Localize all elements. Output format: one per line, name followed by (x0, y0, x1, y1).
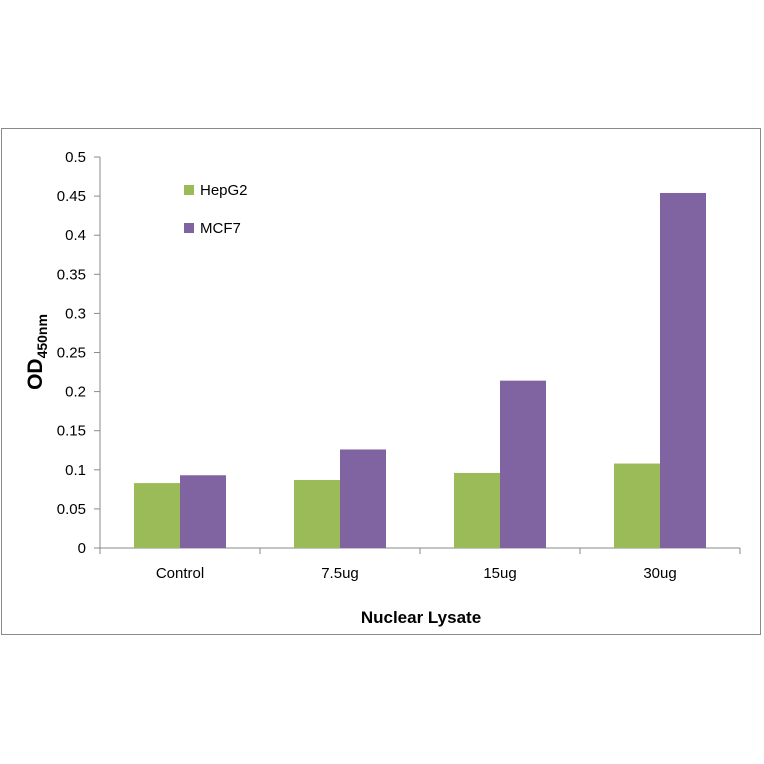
y-tick-label: 0.05 (57, 501, 86, 518)
x-tick-label: 30ug (643, 565, 676, 582)
bar-mcf7-1 (340, 449, 386, 548)
bar-hepg2-1 (294, 479, 340, 548)
y-tick-label: 0.2 (65, 384, 86, 401)
bar-mcf7-0 (180, 475, 226, 548)
y-tick-label: 0.15 (57, 423, 86, 440)
x-tick-label: 7.5ug (321, 565, 359, 582)
y-tick-label: 0.3 (65, 305, 86, 322)
x-tick-label: Control (156, 565, 204, 582)
x-tick-label: 15ug (483, 565, 516, 582)
y-tick-label: 0.45 (57, 188, 86, 205)
y-axis-label-subscript: 450nm (34, 314, 50, 358)
y-tick-label: 0.35 (57, 266, 86, 283)
bar-mcf7-3 (660, 192, 706, 549)
legend-label-hepg2: HepG2 (200, 182, 248, 199)
bar-hepg2-0 (134, 483, 180, 548)
legend-label-mcf7: MCF7 (200, 220, 241, 237)
y-tick-label: 0.5 (65, 149, 86, 166)
y-tick-label: 0.1 (65, 462, 86, 479)
bars (134, 192, 706, 549)
x-tick-labels: Control 7.5ug 15ug 30ug (156, 565, 677, 582)
y-tick-label: 0.4 (65, 227, 86, 244)
y-tick-label: 0.25 (57, 345, 86, 362)
y-tick-label: 0 (78, 540, 86, 557)
bar-hepg2-3 (614, 463, 660, 548)
x-axis-label: Nuclear Lysate (361, 608, 481, 627)
legend-swatch-hepg2 (184, 185, 194, 195)
y-axis-label: OD450nm (24, 314, 50, 390)
legend: HepG2 MCF7 (184, 182, 248, 237)
bar-mcf7-2 (500, 380, 546, 548)
chart-frame (1, 128, 761, 635)
bar-hepg2-2 (454, 472, 500, 548)
y-tick-labels: 0 0.05 0.1 0.15 0.2 0.25 0.3 0.35 0.4 0.45 0.5 (57, 149, 86, 557)
y-axis-label-main: OD (24, 358, 47, 390)
legend-swatch-mcf7 (184, 223, 194, 233)
